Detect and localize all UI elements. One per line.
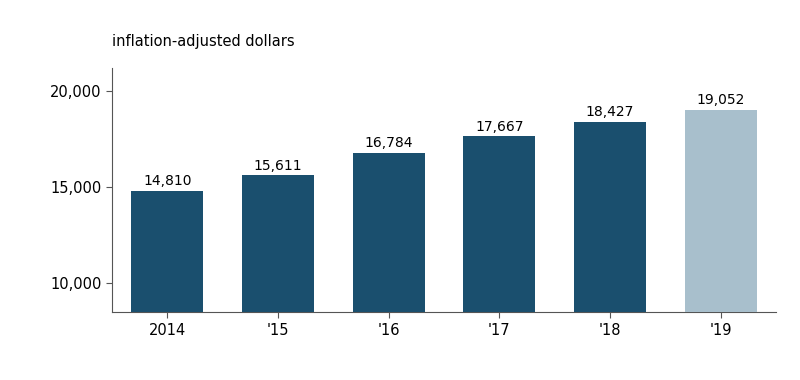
Bar (242, 176, 314, 380)
Text: 15,611: 15,611 (254, 159, 302, 173)
Text: 17,667: 17,667 (475, 120, 523, 133)
Text: 18,427: 18,427 (586, 105, 634, 119)
Bar (463, 136, 535, 380)
Text: 16,784: 16,784 (365, 136, 413, 150)
Bar (353, 153, 425, 380)
Bar (574, 122, 646, 380)
Text: 14,810: 14,810 (143, 174, 191, 188)
Text: inflation-adjusted dollars: inflation-adjusted dollars (112, 34, 294, 49)
Bar (131, 191, 203, 380)
Bar (685, 109, 757, 380)
Text: 19,052: 19,052 (697, 93, 745, 107)
